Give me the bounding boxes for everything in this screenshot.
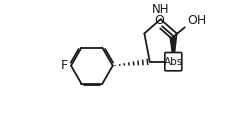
FancyBboxPatch shape — [165, 52, 182, 71]
Polygon shape — [170, 37, 175, 54]
Text: Abs: Abs — [164, 57, 183, 67]
Text: F: F — [61, 59, 68, 72]
Text: NH: NH — [152, 3, 169, 16]
Text: OH: OH — [187, 14, 206, 27]
Text: O: O — [154, 14, 164, 27]
